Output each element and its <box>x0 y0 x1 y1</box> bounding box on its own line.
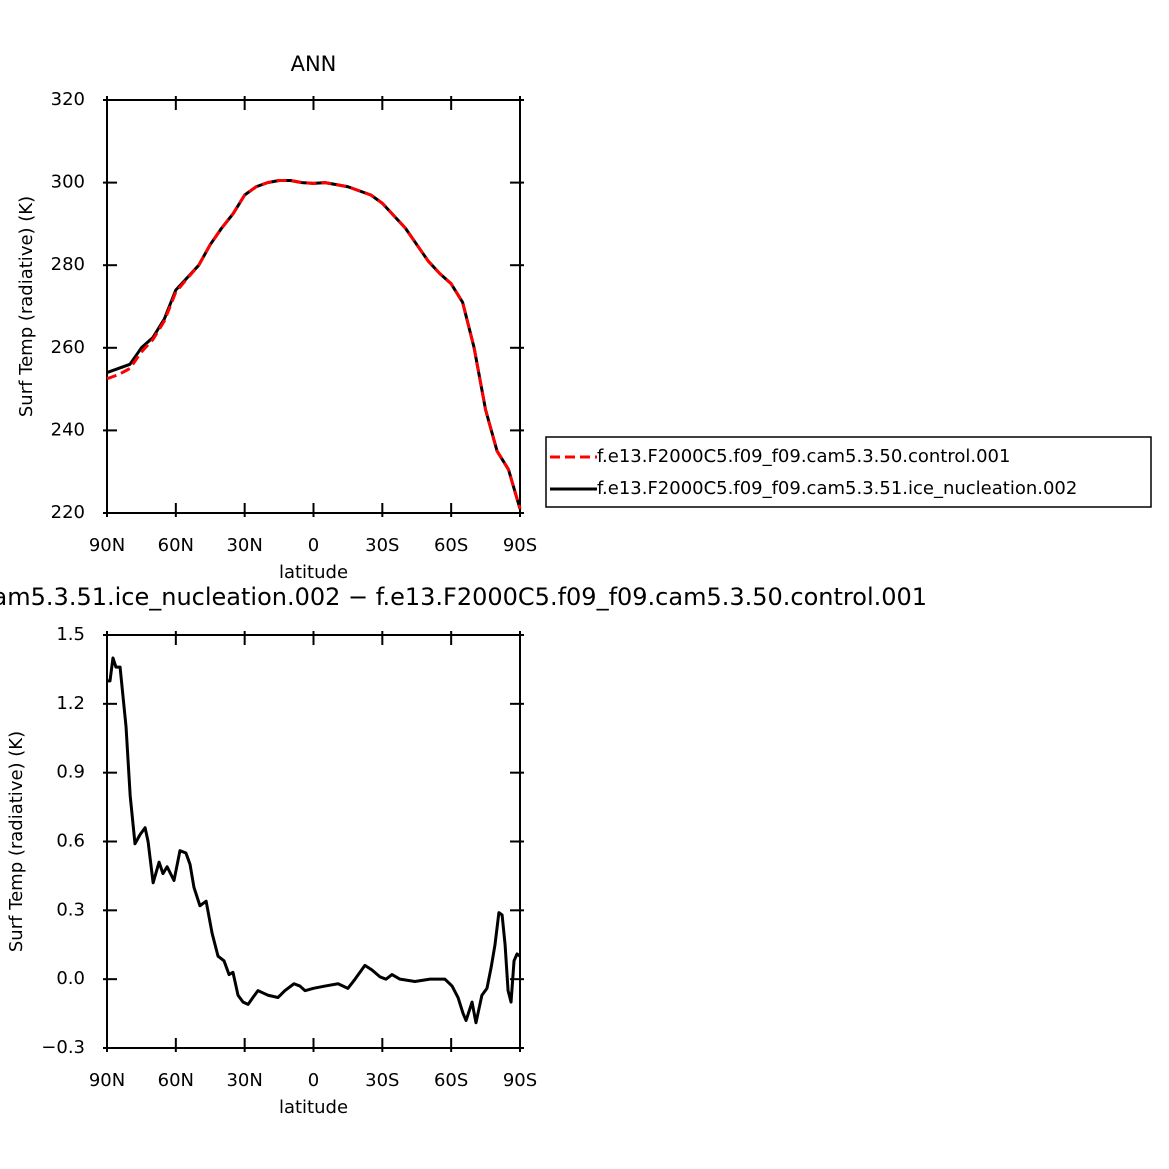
y-tick-label: 1.2 <box>56 693 85 714</box>
chart-title: ANN <box>291 52 337 76</box>
y-tick-label: 1.5 <box>56 624 85 645</box>
data-line <box>106 179 522 510</box>
x-tick-label: 60S <box>434 535 468 556</box>
x-tick-label: 30N <box>226 1070 262 1091</box>
y-tick-label: 280 <box>51 254 85 275</box>
x-tick-label: 90S <box>503 535 537 556</box>
x-axis-label: latitude <box>279 562 348 583</box>
y-tick-label: 300 <box>51 172 85 193</box>
y-tick-label: 0.9 <box>56 762 85 783</box>
x-tick-label: 30S <box>365 1070 399 1091</box>
y-tick-label: 260 <box>51 337 85 358</box>
y-tick-label: 240 <box>51 419 85 440</box>
legend-label: f.e13.F2000C5.f09_f09.cam5.3.51.ice_nucl… <box>597 478 1077 499</box>
y-axis-label: Surf Temp (radiative) (K) <box>6 731 27 952</box>
y-axis-label: Surf Temp (radiative) (K) <box>16 196 37 417</box>
legend-label: f.e13.F2000C5.f09_f09.cam5.3.50.control.… <box>597 446 1010 467</box>
x-tick-label: 30S <box>365 535 399 556</box>
y-tick-label: −0.3 <box>41 1037 85 1058</box>
x-tick-label: 90S <box>503 1070 537 1091</box>
x-tick-label: 60N <box>158 535 194 556</box>
x-tick-label: 30N <box>226 535 262 556</box>
x-tick-label: 0 <box>308 535 319 556</box>
x-tick-label: 60S <box>434 1070 468 1091</box>
x-tick-label: 60N <box>158 1070 194 1091</box>
legend-box <box>545 436 1152 508</box>
y-tick-label: 0.6 <box>56 831 85 852</box>
x-axis-label: latitude <box>279 1097 348 1118</box>
y-tick-label: 0.3 <box>56 899 85 920</box>
y-tick-label: 0.0 <box>56 968 85 989</box>
x-tick-label: 90N <box>89 1070 125 1091</box>
y-tick-label: 320 <box>51 89 85 110</box>
chart-title: f.e13.F2000C5.f09_f09.cam5.3.51.ice_nucl… <box>0 583 927 611</box>
x-tick-label: 0 <box>308 1070 319 1091</box>
x-tick-label: 90N <box>89 535 125 556</box>
y-tick-label: 220 <box>51 502 85 523</box>
data-line <box>107 656 521 1025</box>
